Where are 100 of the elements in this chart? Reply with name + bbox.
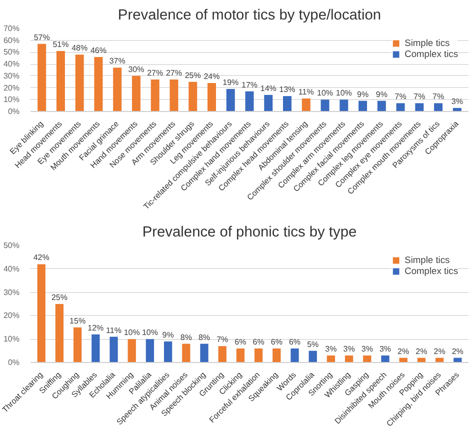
data-label: 7% xyxy=(216,335,228,344)
bar xyxy=(344,355,354,362)
data-label: 48% xyxy=(72,44,88,53)
data-label: 57% xyxy=(34,32,50,42)
bar xyxy=(110,336,118,362)
bar xyxy=(56,51,65,112)
data-label: 46% xyxy=(90,46,106,55)
bar xyxy=(396,103,405,112)
data-label: 3% xyxy=(361,344,373,354)
data-label: 14% xyxy=(260,84,276,93)
data-label: 19% xyxy=(222,78,239,87)
data-label: 9% xyxy=(356,90,369,99)
legend-label: Complex tics xyxy=(404,266,458,276)
y-tick-label: 20% xyxy=(3,83,20,92)
data-label: 37% xyxy=(109,56,126,66)
bar xyxy=(377,100,386,112)
data-label: 6% xyxy=(270,337,282,346)
bar xyxy=(226,88,235,112)
bar xyxy=(308,350,317,362)
data-label: 10% xyxy=(124,328,140,338)
data-label: 11% xyxy=(298,87,314,96)
bar xyxy=(320,100,330,112)
data-label: 27% xyxy=(166,68,182,78)
data-label: 9% xyxy=(162,330,174,340)
data-label: 42% xyxy=(33,253,50,262)
bar xyxy=(302,98,310,112)
bar xyxy=(94,56,103,112)
data-label: 3% xyxy=(343,344,355,354)
bar xyxy=(200,344,208,362)
bar xyxy=(37,264,46,362)
data-label: 25% xyxy=(184,70,201,80)
y-tick-label: 50% xyxy=(3,241,20,250)
bar xyxy=(207,83,216,112)
data-label: 3% xyxy=(325,344,337,354)
bar xyxy=(150,79,160,112)
data-label: 2% xyxy=(452,346,464,356)
bar xyxy=(245,91,254,112)
bar xyxy=(381,355,390,362)
data-label: 7% xyxy=(414,92,426,102)
y-tick-label: 0% xyxy=(8,107,20,116)
bar xyxy=(264,94,273,112)
data-label: 12% xyxy=(88,323,104,332)
bar xyxy=(188,82,198,112)
bar xyxy=(92,334,100,362)
bar xyxy=(164,341,172,362)
bar xyxy=(290,348,299,362)
data-label: 3% xyxy=(451,96,463,106)
y-tick-label: 30% xyxy=(3,288,20,297)
y-tick-label: 20% xyxy=(3,311,20,320)
data-label: 2% xyxy=(398,346,410,356)
chart-title: Prevalence of motor tics by type/location xyxy=(118,8,382,24)
bar xyxy=(340,100,348,112)
data-label: 17% xyxy=(241,80,258,90)
data-label: 51% xyxy=(52,40,69,50)
bar xyxy=(170,79,178,112)
data-label: 2% xyxy=(416,346,428,356)
data-label: 25% xyxy=(51,293,68,302)
bar xyxy=(55,304,64,362)
bar xyxy=(113,68,122,112)
bar xyxy=(363,355,372,362)
bar xyxy=(75,54,84,112)
y-tick-label: 60% xyxy=(3,36,20,45)
data-label: 11% xyxy=(106,326,122,335)
y-tick-label: 40% xyxy=(3,60,20,69)
bar xyxy=(358,100,368,112)
data-label: 5% xyxy=(307,340,319,349)
bar xyxy=(236,348,245,362)
data-label: 10% xyxy=(142,328,158,338)
data-label: 10% xyxy=(336,88,352,98)
data-label: 6% xyxy=(234,337,246,346)
data-label: 9% xyxy=(376,90,388,99)
bar xyxy=(73,327,82,362)
bar xyxy=(218,346,226,362)
data-label: 6% xyxy=(252,337,264,346)
bar xyxy=(182,344,190,362)
legend-label: Simple tics xyxy=(404,255,450,265)
data-label: 7% xyxy=(432,92,444,102)
bar xyxy=(415,103,424,112)
bar xyxy=(283,96,292,112)
data-label: 8% xyxy=(180,332,192,342)
data-label: 13% xyxy=(279,85,296,94)
bar xyxy=(132,76,140,112)
y-tick-label: 50% xyxy=(3,48,20,57)
bar xyxy=(326,355,336,362)
bar xyxy=(254,348,263,362)
data-label: 6% xyxy=(288,337,301,346)
y-tick-label: 10% xyxy=(3,334,20,344)
data-label: 7% xyxy=(394,92,406,102)
y-tick-label: 10% xyxy=(3,95,20,104)
data-label: 2% xyxy=(434,346,446,356)
y-tick-label: 40% xyxy=(3,264,20,274)
y-tick-label: 30% xyxy=(3,71,20,80)
bar xyxy=(272,348,281,362)
y-tick-label: 70% xyxy=(3,24,20,33)
bar xyxy=(128,339,136,362)
chart-title: Prevalence of phonic tics by type xyxy=(142,224,357,240)
legend-label: Simple tics xyxy=(404,38,450,48)
bar xyxy=(146,339,154,362)
legend-label: Complex tics xyxy=(404,49,458,59)
bar xyxy=(38,44,46,112)
